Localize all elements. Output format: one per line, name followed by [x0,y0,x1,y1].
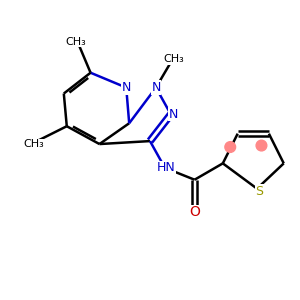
Text: N: N [122,81,131,94]
Circle shape [256,140,267,151]
Circle shape [225,142,236,152]
Text: CH₃: CH₃ [65,37,86,46]
Text: CH₃: CH₃ [164,54,184,64]
Text: S: S [255,184,263,197]
Text: CH₃: CH₃ [24,139,44,149]
Text: HN: HN [157,161,176,174]
Text: N: N [169,108,178,121]
Text: O: O [189,206,200,219]
Text: N: N [151,81,160,94]
